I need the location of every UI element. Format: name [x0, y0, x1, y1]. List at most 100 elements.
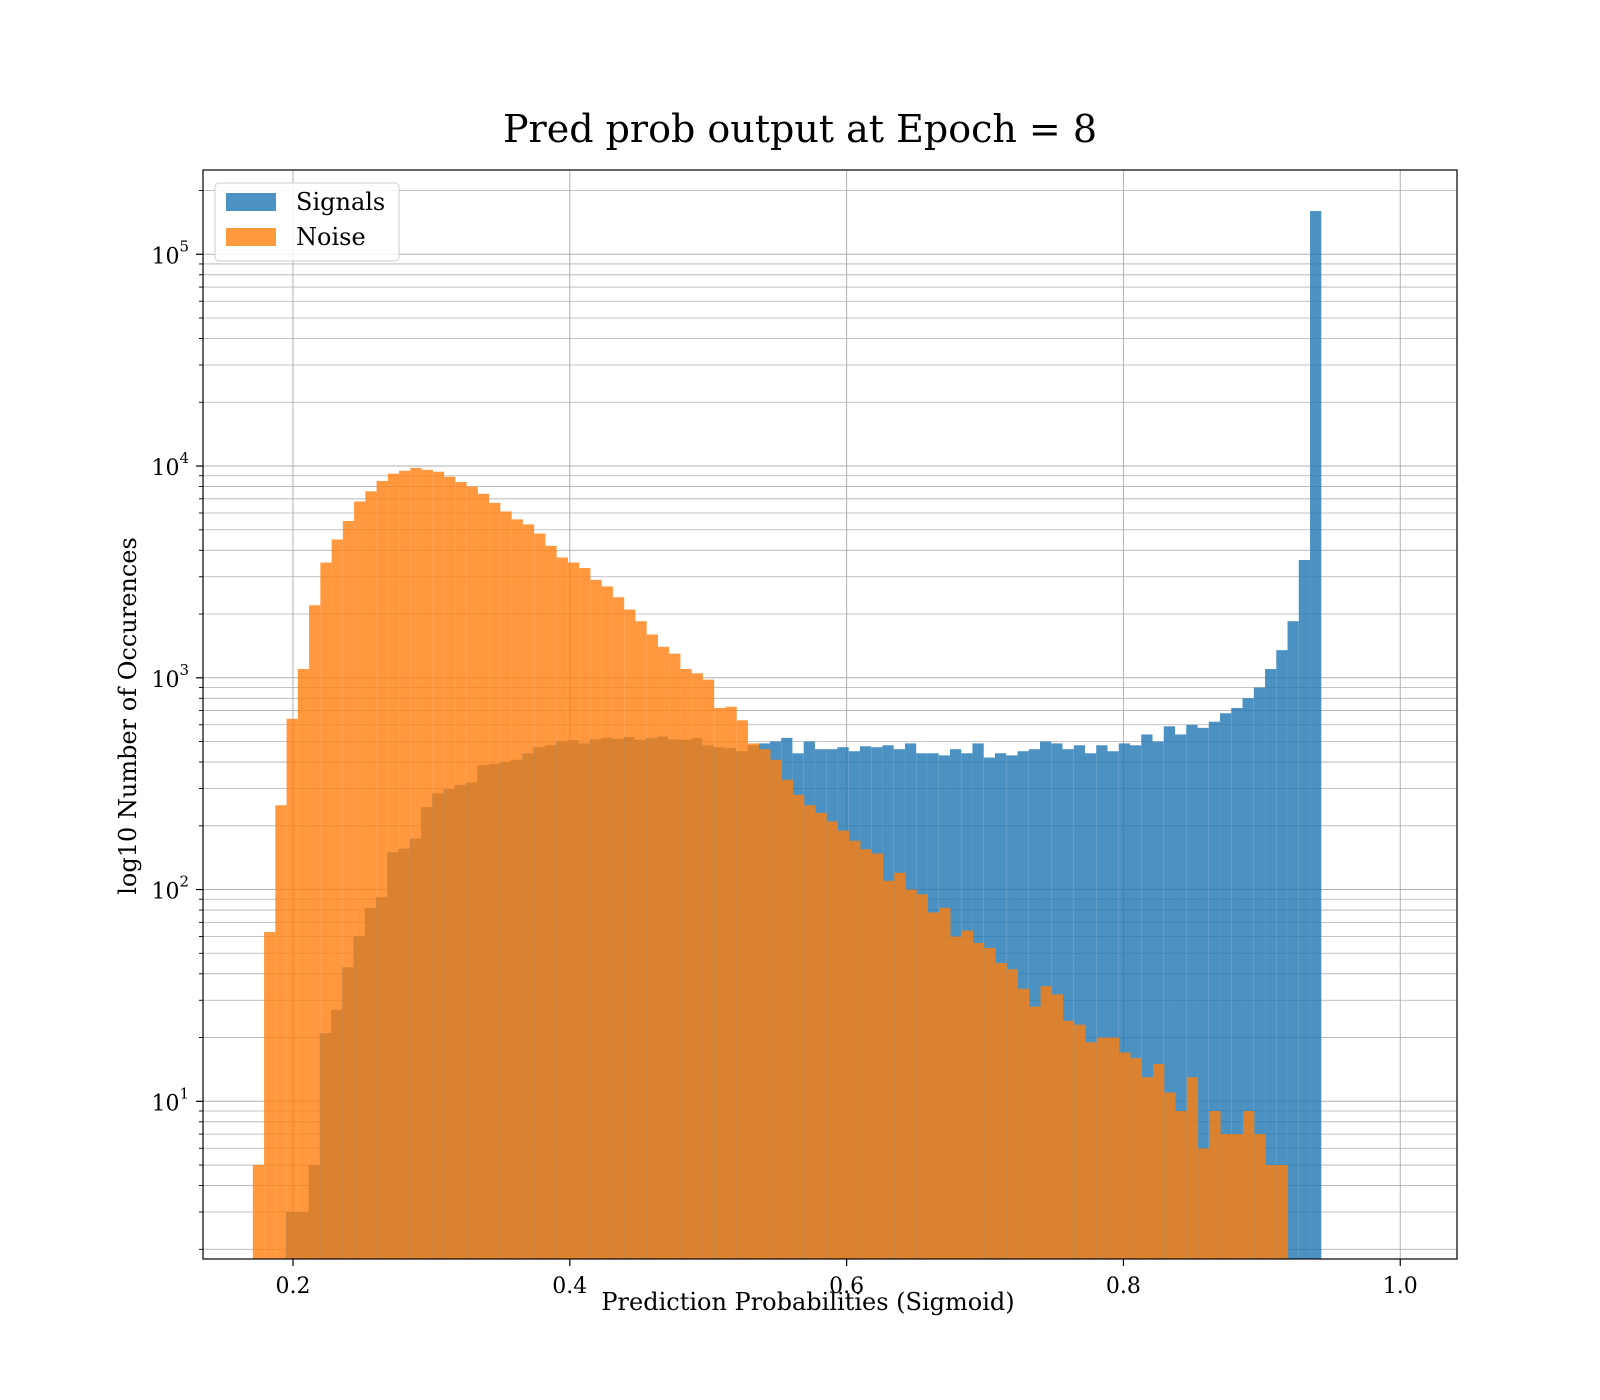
- noise-bar: [973, 942, 985, 1259]
- noise-bar: [1108, 1037, 1120, 1259]
- noise-bar: [1096, 1037, 1109, 1259]
- signals-bar: [1118, 743, 1130, 1259]
- noise-bar: [556, 557, 568, 1259]
- signals-bar: [1253, 687, 1266, 1259]
- noise-bar: [871, 853, 883, 1259]
- noise-bar: [567, 562, 580, 1259]
- y-tick-label: 103: [151, 661, 189, 693]
- noise-bar: [432, 471, 445, 1260]
- noise-bar: [984, 947, 996, 1259]
- noise-bar: [1164, 1092, 1176, 1259]
- legend: Signals Noise: [214, 182, 400, 262]
- signals-bar: [1287, 621, 1299, 1259]
- x-tick-label: 0.2: [275, 1274, 310, 1299]
- signals-bar: [1265, 669, 1277, 1259]
- noise-bar: [1198, 1148, 1210, 1259]
- noise-bar: [860, 849, 872, 1259]
- noise-bar: [1220, 1134, 1232, 1259]
- noise-bar: [927, 912, 940, 1259]
- noise-bar: [1254, 1134, 1266, 1259]
- histogram-bars: [252, 211, 1322, 1260]
- x-axis-label: Prediction Probabilities (Sigmoid): [601, 1288, 1014, 1316]
- noise-bar: [804, 805, 816, 1259]
- noise-bar: [894, 872, 906, 1259]
- noise-bar: [1051, 994, 1064, 1259]
- noise-bar: [815, 812, 827, 1259]
- noise-bar: [657, 646, 670, 1259]
- signals-bar: [1028, 749, 1040, 1259]
- signals-bar: [1062, 749, 1074, 1259]
- noise-bar: [309, 605, 321, 1259]
- noise-bar: [455, 482, 467, 1259]
- signals-bar: [1084, 753, 1097, 1259]
- noise-bar: [826, 821, 838, 1259]
- noise-bar: [725, 706, 737, 1259]
- noise-bar: [1040, 986, 1052, 1259]
- y-tick-label: 101: [151, 1084, 189, 1116]
- x-tick-label: 0.6: [829, 1274, 864, 1299]
- noise-bar: [714, 707, 726, 1259]
- legend-label-noise: Noise: [296, 223, 366, 251]
- legend-swatch-noise: [226, 228, 276, 246]
- noise-bar: [511, 519, 523, 1259]
- noise-bar: [376, 480, 388, 1260]
- noise-bar: [669, 653, 681, 1259]
- signals-bar: [1197, 727, 1209, 1259]
- noise-bar: [882, 880, 895, 1259]
- noise-bar: [635, 621, 647, 1259]
- noise-bar: [612, 597, 625, 1259]
- noise-bar: [365, 491, 377, 1259]
- noise-bar: [1018, 988, 1030, 1259]
- signals-bar: [1175, 734, 1187, 1259]
- signals-bar: [1073, 745, 1085, 1259]
- noise-bar: [590, 579, 602, 1259]
- noise-bar: [444, 476, 456, 1259]
- noise-bar: [680, 669, 692, 1259]
- noise-bar: [410, 467, 422, 1259]
- signals-bar: [1141, 734, 1153, 1259]
- signals-bar: [1107, 751, 1119, 1259]
- noise-bar: [1175, 1110, 1187, 1259]
- signals-bar: [1152, 741, 1164, 1259]
- y-tick-label: 102: [151, 873, 189, 905]
- noise-bar: [1029, 1006, 1041, 1259]
- x-tick-label: 0.4: [552, 1274, 587, 1299]
- noise-bar: [275, 805, 287, 1259]
- noise-bar: [1186, 1077, 1199, 1259]
- noise-bar: [1276, 1165, 1289, 1259]
- noise-bar: [1063, 1020, 1075, 1259]
- noise-bar: [387, 473, 400, 1259]
- signals-bar: [1208, 721, 1221, 1259]
- noise-bar: [1119, 1052, 1131, 1259]
- noise-bar: [1074, 1024, 1086, 1259]
- noise-bar: [759, 749, 771, 1259]
- noise-bar: [905, 889, 917, 1259]
- y-tick-label: 104: [151, 449, 189, 481]
- noise-bar: [950, 936, 962, 1259]
- noise-bar: [770, 759, 782, 1259]
- noise-bar: [331, 539, 343, 1259]
- noise-bar: [995, 962, 1007, 1259]
- series-noise: [252, 467, 1289, 1260]
- noise-bar: [601, 586, 613, 1259]
- noise-bar: [1006, 969, 1019, 1259]
- signals-bar: [1163, 726, 1176, 1259]
- noise-bar: [264, 932, 276, 1259]
- y-tick-label: 105: [151, 237, 189, 269]
- noise-bar: [545, 545, 557, 1259]
- y-axis-label: log10 Number of Occurences: [114, 537, 142, 895]
- noise-bar: [1265, 1165, 1277, 1259]
- noise-bar: [736, 720, 748, 1259]
- noise-bar: [342, 521, 355, 1259]
- noise-bar: [747, 743, 760, 1259]
- legend-swatch-signals: [226, 193, 276, 211]
- noise-bar: [1243, 1110, 1255, 1259]
- noise-bar: [837, 830, 850, 1259]
- signals-bar: [1310, 211, 1322, 1259]
- noise-bar: [579, 567, 591, 1259]
- noise-bar: [1141, 1077, 1154, 1259]
- legend-label-signals: Signals: [296, 188, 385, 216]
- noise-bar: [500, 511, 512, 1260]
- x-tick-label: 1.0: [1383, 1274, 1418, 1299]
